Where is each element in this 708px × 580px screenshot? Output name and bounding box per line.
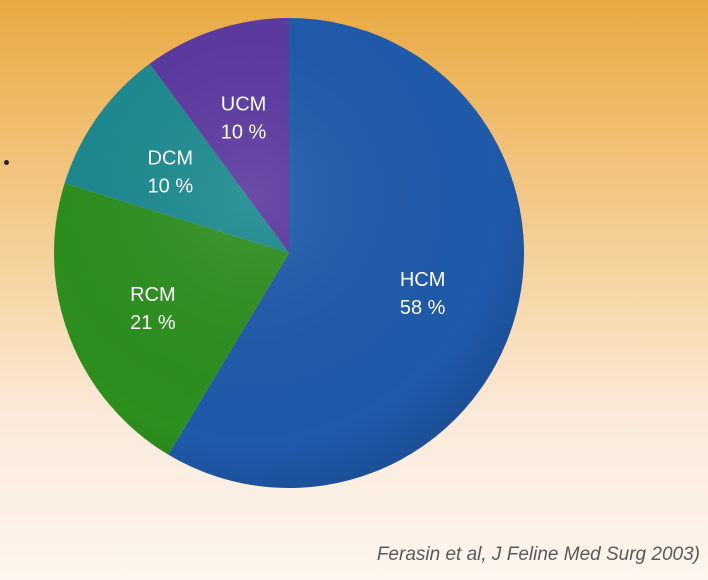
slice-value-hcm: 58 % xyxy=(400,297,446,319)
slice-value-dcm: 10 % xyxy=(148,175,194,197)
slice-value-rcm: 21 % xyxy=(130,312,176,334)
bullet-dot xyxy=(4,160,9,165)
slice-label-hcm: HCM xyxy=(400,269,446,291)
source-citation: Ferasin et al, J Feline Med Surg 2003) xyxy=(376,544,700,565)
slice-label-dcm: DCM xyxy=(148,147,194,169)
slice-label-ucm: UCM xyxy=(221,94,267,116)
slice-label-rcm: RCM xyxy=(130,284,176,306)
slice-value-ucm: 10 % xyxy=(221,122,267,144)
pie-shading xyxy=(54,18,524,488)
